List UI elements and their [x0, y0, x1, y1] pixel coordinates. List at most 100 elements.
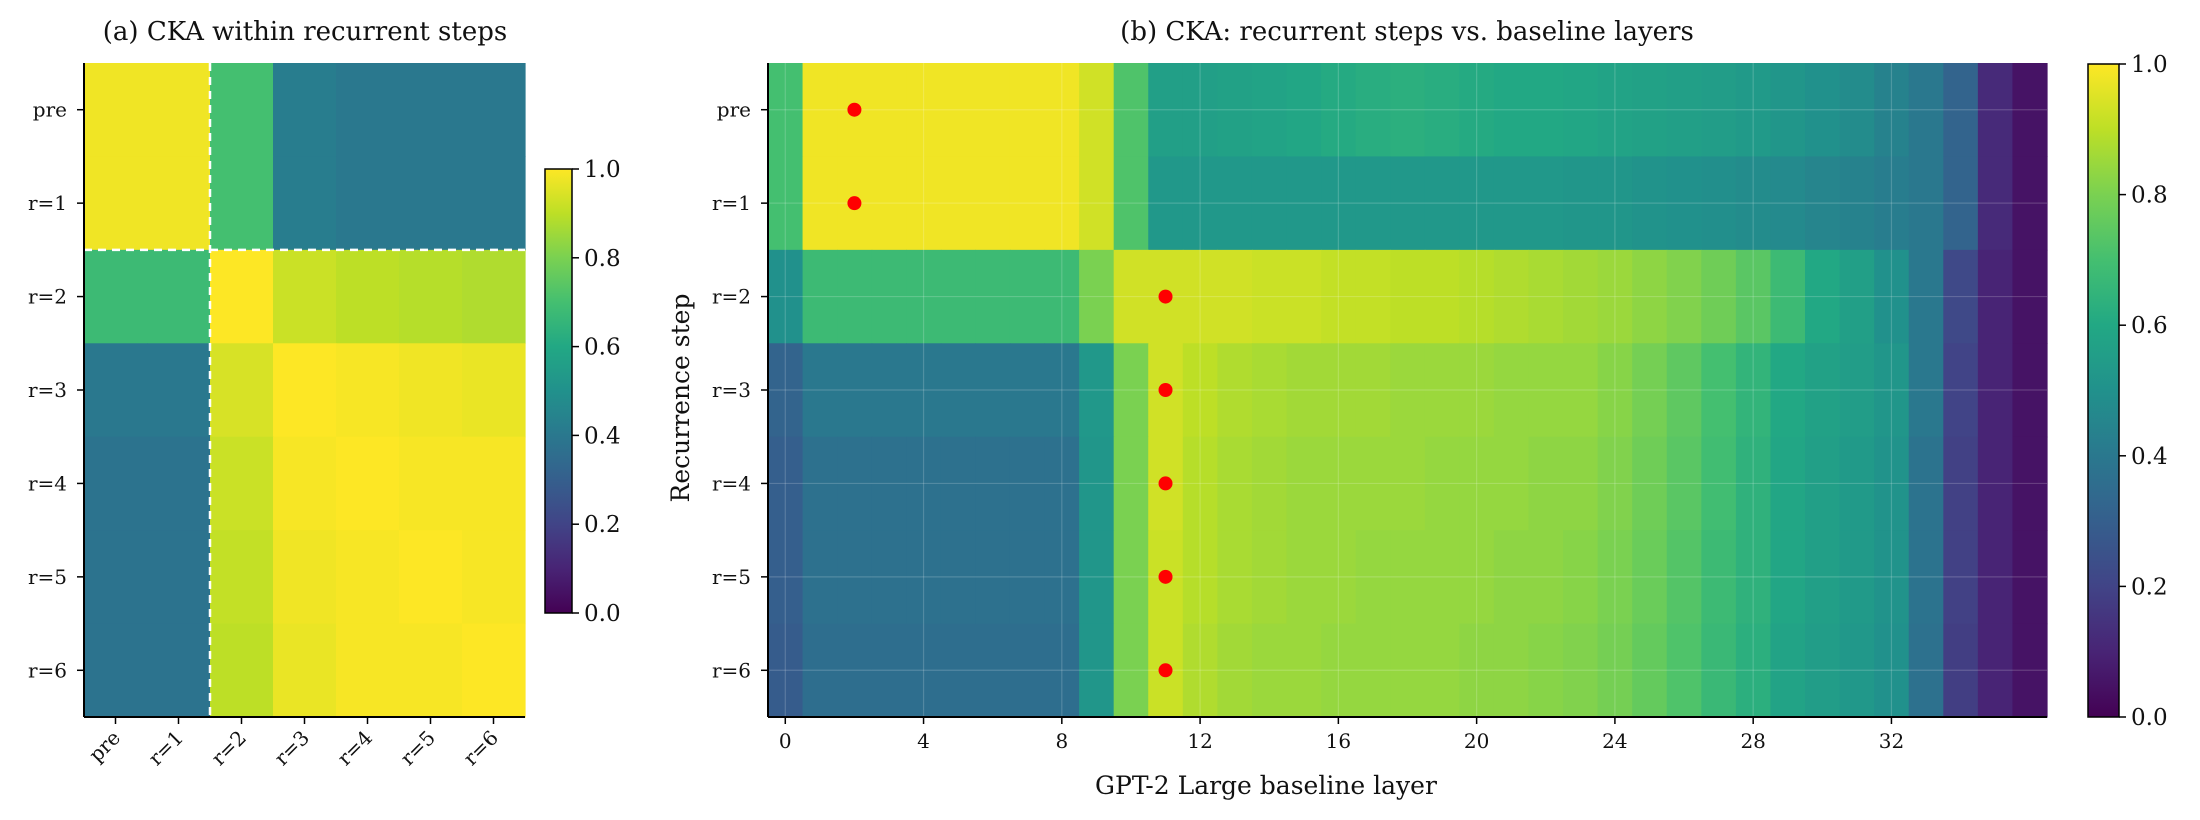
y-tick-label: r=3	[712, 378, 751, 402]
heatmap-cell	[1943, 156, 1979, 251]
heatmap-cell	[1839, 623, 1875, 718]
x-tick-label: 16	[1326, 729, 1351, 753]
max-cka-marker	[1158, 569, 1173, 584]
heatmap-cell	[1943, 623, 1979, 718]
heatmap-cell	[940, 530, 977, 625]
heatmap-cell	[1286, 156, 1322, 251]
panel-a: (a) CKA within recurrent steps pre r=1 r=2…	[28, 17, 621, 770]
heatmap-cell	[399, 530, 463, 625]
heatmap-cell	[871, 249, 907, 344]
heatmap-cell	[871, 623, 907, 718]
colorbar-tick-label: 0.2	[2131, 574, 2168, 600]
x-tick-label: 32	[1879, 729, 1904, 753]
heatmap-cell	[273, 63, 337, 158]
heatmap-cell	[147, 156, 211, 251]
heatmap-cell	[1009, 156, 1046, 251]
heatmap-cell	[1286, 249, 1322, 344]
heatmap-cell	[837, 343, 873, 438]
heatmap-cell	[1908, 530, 1944, 625]
colorbar-tick-label: 0.8	[2131, 183, 2168, 209]
heatmap-cell	[1217, 530, 1253, 625]
y-tick-label: pre	[33, 98, 67, 122]
heatmap-cell	[1044, 249, 1080, 344]
heatmap-cell	[1009, 436, 1046, 531]
colorbar-tick-label: 0.2	[584, 512, 621, 538]
y-tick-label: r=3	[28, 378, 67, 402]
heatmap-cell	[802, 343, 838, 438]
heatmap-cell	[1182, 156, 1218, 251]
heatmap-cell	[1563, 63, 1599, 158]
heatmap-cell	[273, 249, 337, 344]
max-cka-marker	[1158, 289, 1173, 304]
heatmap-cell	[1563, 530, 1599, 625]
heatmap-cell	[1424, 63, 1460, 158]
heatmap-cell	[1182, 63, 1218, 158]
heatmap-cell	[1251, 156, 1288, 251]
heatmap-cell	[84, 623, 148, 718]
heatmap-cell	[147, 530, 211, 625]
heatmap-cell	[1528, 436, 1564, 531]
heatmap-cell	[2012, 436, 2048, 531]
heatmap-cell	[1908, 343, 1944, 438]
x-tick-label: 0	[779, 729, 792, 753]
colorbar-tick-label: 0.6	[2131, 313, 2168, 339]
heatmap-cell	[1355, 249, 1391, 344]
heatmap-cell	[975, 249, 1011, 344]
heatmap-cell	[1874, 156, 1910, 251]
heatmap-cell	[1182, 530, 1218, 625]
heatmap-cell	[273, 436, 337, 531]
heatmap-cell	[210, 156, 274, 251]
y-tick-label: r=4	[28, 471, 67, 495]
heatmap-cell	[837, 530, 873, 625]
max-cka-marker	[1158, 383, 1173, 397]
heatmap-cell	[273, 343, 337, 438]
heatmap-cell	[1493, 343, 1530, 438]
heatmap-cell	[1424, 530, 1460, 625]
heatmap-cell	[1666, 623, 1702, 718]
heatmap-cell	[1079, 249, 1115, 344]
heatmap-cell	[1977, 63, 2014, 158]
heatmap-cell	[1079, 63, 1115, 158]
heatmap-cell	[1528, 249, 1564, 344]
heatmap-cell	[210, 436, 274, 531]
heatmap-cell	[336, 249, 400, 344]
heatmap-cell	[1390, 530, 1426, 625]
x-tick-label: r=4	[332, 726, 377, 771]
heatmap-cell	[1735, 156, 1772, 251]
x-tick-label: r=6	[458, 726, 503, 771]
heatmap-cell	[1528, 530, 1564, 625]
heatmap-cell	[1770, 249, 1806, 344]
heatmap-cell	[1009, 343, 1046, 438]
heatmap-cell	[2012, 156, 2048, 251]
heatmap-cell	[1770, 530, 1806, 625]
x-tick-label: 28	[1740, 729, 1765, 753]
heatmap-cell	[1632, 249, 1668, 344]
panel-b-x-axis-label: GPT-2 Large baseline layer	[1095, 771, 1437, 800]
x-tick-label: r=3	[269, 726, 314, 771]
heatmap-cell	[871, 436, 907, 531]
heatmap-cell	[1182, 623, 1218, 718]
heatmap-cell	[1874, 343, 1910, 438]
heatmap-cell	[1044, 343, 1080, 438]
heatmap-cell	[768, 343, 804, 438]
heatmap-cell	[1666, 63, 1702, 158]
heatmap-cell	[1597, 63, 1633, 158]
heatmap-cell	[768, 530, 804, 625]
heatmap-cell	[1424, 436, 1460, 531]
heatmap-cell	[871, 343, 907, 438]
y-tick-label: r=5	[28, 565, 67, 589]
heatmap-cell	[1735, 63, 1772, 158]
heatmap-cell	[940, 63, 977, 158]
x-tick-label: r=1	[143, 726, 188, 771]
heatmap-cell	[1977, 623, 2014, 718]
heatmap-cell	[1770, 156, 1806, 251]
heatmap-cell	[1044, 436, 1080, 531]
heatmap-cell	[1805, 436, 1841, 531]
panel-a-dashed-separators	[84, 63, 525, 717]
colorbar-tick-label: 0.8	[584, 246, 621, 272]
heatmap-cell	[1251, 249, 1288, 344]
heatmap-cell	[1632, 63, 1668, 158]
heatmap-cell	[399, 63, 463, 158]
heatmap-cell	[1701, 343, 1737, 438]
